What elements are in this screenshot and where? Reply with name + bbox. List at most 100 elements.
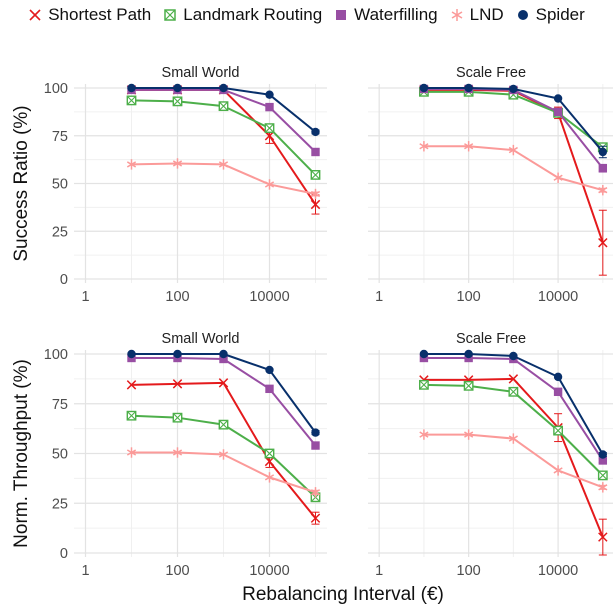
data-point [508, 433, 518, 444]
marker-asterisk [419, 143, 429, 150]
marker-square [219, 354, 228, 364]
x-axis-title: Rebalancing Interval (€) [242, 584, 444, 605]
marker-square-cross [464, 381, 474, 391]
data-point [597, 470, 608, 481]
marker-circle [509, 351, 518, 361]
x-tick-label: 1 [81, 563, 89, 579]
data-point [463, 380, 474, 391]
marker-square-cross [172, 413, 183, 423]
y-tick-label: 0 [60, 272, 68, 288]
marker-square [553, 107, 563, 117]
marker-asterisk [508, 435, 518, 442]
marker-circle [598, 147, 608, 157]
legend-item-lnd: LND [450, 5, 504, 25]
data-point [419, 141, 429, 152]
data-point [464, 349, 473, 359]
y-tick-label: 25 [52, 224, 68, 240]
data-point [464, 429, 474, 440]
marker-circle [419, 83, 429, 93]
marker-circle [311, 428, 320, 437]
data-point [553, 107, 563, 117]
marker-asterisk [172, 449, 183, 456]
series-spider [419, 349, 608, 459]
series-landmark-routing [126, 410, 321, 503]
marker-square [265, 384, 274, 394]
data-point [553, 425, 563, 436]
marker-x [126, 380, 137, 390]
series-spider [419, 83, 608, 159]
data-point [264, 456, 275, 467]
marker-asterisk [218, 451, 229, 458]
data-point [126, 159, 137, 170]
marker-square-cross [218, 420, 229, 430]
data-point [126, 95, 137, 106]
marker-square-cross [218, 101, 229, 111]
data-point [464, 83, 473, 93]
data-point [172, 447, 183, 458]
data-point [419, 83, 429, 93]
marker-x [598, 532, 608, 542]
data-point [172, 96, 183, 107]
marker-square-cross [126, 95, 137, 106]
data-point [219, 349, 228, 359]
marker-square [265, 102, 274, 112]
marker-circle [219, 349, 228, 359]
data-point [264, 448, 275, 459]
marker-square-cross [126, 411, 137, 421]
y-tick-label: 50 [52, 177, 68, 193]
data-point [172, 412, 183, 423]
data-point [311, 147, 320, 157]
data-point [598, 532, 608, 542]
marker-circle [173, 83, 182, 93]
y-axis-title: Norm. Throughput (%) [11, 359, 32, 548]
data-point [218, 378, 229, 388]
x-tick-label: 10000 [538, 563, 578, 579]
legend-label-landmark-routing: Landmark Routing [183, 5, 323, 24]
data-point [553, 172, 563, 183]
y-tick-label: 0 [60, 546, 68, 562]
x-tick-label: 1 [375, 289, 383, 305]
marker-x [598, 237, 608, 248]
data-point [265, 102, 274, 112]
legend-item-waterfilling: Waterfilling [334, 5, 438, 25]
data-point [310, 487, 321, 498]
data-point [598, 456, 608, 465]
marker-x [310, 513, 321, 523]
marker-asterisk [598, 484, 608, 491]
marker-asterisk [419, 431, 429, 438]
data-point [219, 83, 228, 93]
data-point [508, 374, 519, 384]
series-landmark-routing [126, 95, 321, 180]
legend-marker-circle-icon [517, 10, 528, 20]
x-tick-label: 10000 [249, 289, 289, 305]
data-point [172, 158, 183, 169]
marker-square-cross [598, 470, 608, 480]
panel-title: Small World [162, 331, 240, 347]
legend-marker-square-cross-icon [164, 9, 176, 21]
data-point [172, 379, 183, 389]
marker-circle [464, 83, 473, 93]
series-spider [127, 83, 320, 137]
y-tick-label: 25 [52, 496, 68, 512]
marker-asterisk [172, 160, 183, 167]
marker-square [311, 441, 320, 450]
marker-x [172, 379, 183, 389]
marker-asterisk [310, 489, 321, 496]
marker-asterisk [598, 187, 608, 194]
chart-legend: Shortest Path Landmark Routing Waterfill… [0, 2, 613, 28]
marker-asterisk [264, 474, 275, 481]
x-tick-label: 1 [81, 289, 89, 305]
marker-asterisk [264, 181, 275, 188]
panel-r0-c1: Scale Free 1 100 10000 [368, 65, 613, 305]
y-tick-label: 100 [44, 347, 68, 363]
data-point [219, 354, 228, 364]
data-point [218, 419, 229, 430]
marker-circle [598, 450, 608, 459]
panel-title: Scale Free [456, 331, 526, 347]
data-point [265, 384, 274, 394]
data-point [218, 159, 229, 170]
data-point [126, 410, 137, 421]
data-point [419, 379, 429, 390]
marker-asterisk [464, 143, 474, 150]
data-point [173, 83, 182, 93]
